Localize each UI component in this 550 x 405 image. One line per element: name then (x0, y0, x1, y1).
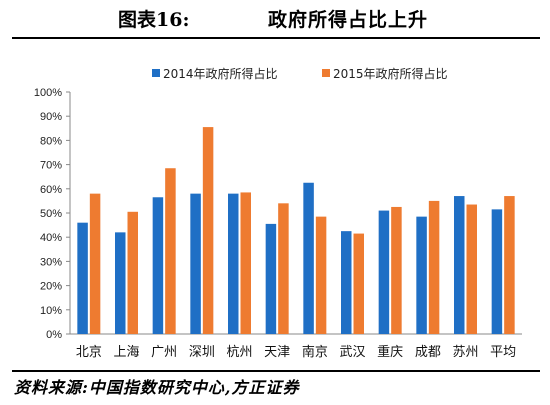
x-tick-label: 深圳 (189, 345, 215, 360)
bar-chart: 0% 10% 20% 30% 40% 50% 60% 70% 80% 90% 100% 北京 上海 广州深… (34, 66, 522, 360)
x-tick-label: 北京 (76, 345, 102, 360)
bar-2015 (278, 203, 289, 334)
x-tick-label: 武汉 (339, 345, 365, 360)
legend-swatch (322, 69, 330, 77)
bar-2015 (466, 204, 477, 334)
x-tick-label: 成都 (415, 345, 441, 360)
bar-2015 (353, 233, 364, 334)
x-tick-label: 广州 (151, 345, 177, 360)
bar-2015 (240, 192, 251, 334)
y-tick-label: 10% (40, 305, 62, 317)
y-tick-label: 50% (40, 208, 62, 220)
bar-2014 (190, 193, 201, 334)
bar-2014 (265, 223, 277, 334)
bar-2014 (454, 196, 465, 334)
x-tick-label: 上海 (113, 345, 139, 360)
legend-label: 2014年政府所得占比 (163, 66, 278, 81)
y-tick-label: 20% (40, 281, 62, 293)
y-tick-label: 0% (46, 329, 62, 341)
bar-2015 (165, 168, 176, 334)
figure-label: 图表16: (118, 9, 190, 31)
x-tick-label: 苏州 (452, 344, 478, 360)
bar-2014 (228, 193, 239, 334)
legend-label: 2015年政府所得占比 (333, 66, 448, 81)
y-tick-label: 90% (40, 111, 62, 123)
x-tick-label: 平均 (490, 345, 516, 360)
y-tick-label: 70% (40, 160, 62, 172)
bar-2015 (202, 127, 214, 334)
bar-2015 (391, 206, 402, 334)
bar-2015 (315, 216, 327, 334)
source-note: 资料来源:中国指数研究中心,方正证券 (14, 378, 300, 397)
y-tick-label: 30% (40, 256, 62, 268)
y-tick-label: 40% (40, 232, 62, 244)
bar-2014 (378, 210, 390, 334)
bottom-rule (12, 370, 540, 372)
bar-2014 (77, 222, 88, 334)
y-tick-label: 100% (34, 87, 62, 99)
bar-2014 (416, 216, 427, 334)
bar-2014 (152, 197, 164, 334)
bar-2014 (303, 182, 314, 334)
top-rule (12, 37, 540, 39)
bar-2015 (504, 196, 515, 334)
x-tick-label: 重庆 (377, 344, 403, 360)
bar-2014 (341, 231, 352, 334)
bar-2014 (115, 232, 126, 334)
legend-swatch (152, 69, 160, 77)
y-tick-label: 60% (40, 184, 62, 196)
bar-2015 (127, 211, 138, 334)
x-tick-label: 杭州 (226, 345, 252, 360)
figure-title: 图表16: 政府所得占比上升 (0, 0, 550, 34)
y-tick-label: 80% (40, 135, 62, 147)
bar-2015 (428, 200, 440, 334)
x-tick-label: 天津 (264, 345, 290, 360)
bar-2014 (491, 209, 503, 334)
bar-2015 (89, 193, 101, 334)
figure-heading: 政府所得占比上升 (268, 9, 429, 31)
x-tick-label: 南京 (302, 344, 328, 360)
